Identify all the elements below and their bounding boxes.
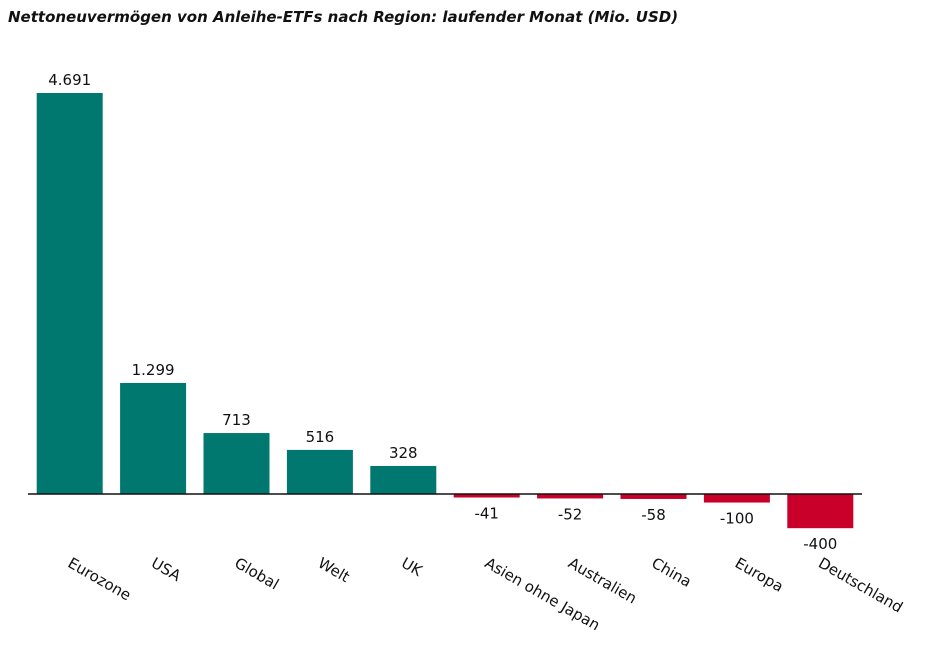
x-tick-label: Global xyxy=(232,554,282,594)
bar xyxy=(453,494,520,498)
x-tick-label: Europa xyxy=(732,554,787,596)
value-label: -41 xyxy=(474,505,499,523)
bar xyxy=(120,382,187,494)
value-label: -400 xyxy=(803,535,837,553)
x-tick-label: Eurozone xyxy=(65,554,134,604)
x-tick-label: Australien xyxy=(565,554,640,608)
value-label: 516 xyxy=(306,428,335,446)
value-label: 1.299 xyxy=(132,361,175,379)
x-tick-label: China xyxy=(649,554,695,591)
value-label: -100 xyxy=(720,510,754,528)
x-tick-label: UK xyxy=(398,554,426,581)
value-label: 4.691 xyxy=(48,71,91,89)
bar xyxy=(537,494,604,499)
bar xyxy=(286,449,353,494)
value-label: -58 xyxy=(641,506,666,524)
x-tick-label: USA xyxy=(148,554,185,585)
value-label: 328 xyxy=(389,444,418,462)
value-label: -52 xyxy=(558,505,583,523)
x-tick-label: Deutschland xyxy=(815,554,906,617)
bar xyxy=(787,494,854,529)
bar xyxy=(370,465,437,494)
bar xyxy=(203,433,270,494)
value-label: 713 xyxy=(222,411,251,429)
bar xyxy=(703,494,770,503)
chart-title: Nettoneuvermögen von Anleihe-ETFs nach R… xyxy=(8,8,678,26)
x-tick-label: Welt xyxy=(315,554,353,586)
bar xyxy=(36,93,103,494)
bar xyxy=(620,494,687,499)
